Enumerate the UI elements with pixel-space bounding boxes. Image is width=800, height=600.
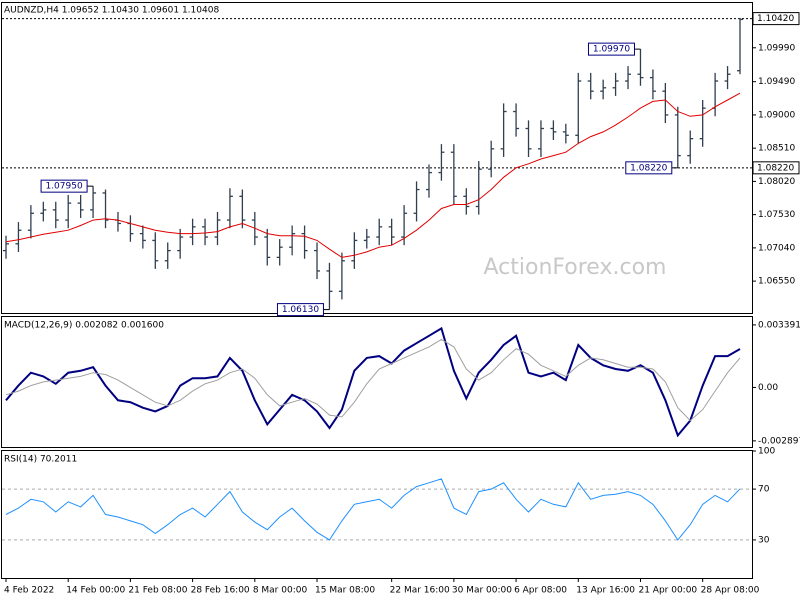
y-tick-label: 0.003391 xyxy=(758,320,800,330)
y-tick-label: 1.09990 xyxy=(758,43,795,53)
y-tick-label: 1.08020 xyxy=(758,177,795,187)
macd-title: MACD(12,26,9) 0.002082 0.001600 xyxy=(4,321,164,331)
y-tick-label: 1.06550 xyxy=(758,277,795,287)
y-tick-label: -0.002897 xyxy=(758,436,800,446)
annotation-label: 1.06130 xyxy=(282,305,319,315)
price-label-box xyxy=(752,161,800,175)
y-tick-label: 1.09490 xyxy=(758,77,795,87)
y-tick-label: 1.09000 xyxy=(758,110,795,120)
series-line xyxy=(5,478,741,541)
macd-panel xyxy=(1,316,753,448)
price-label-box xyxy=(752,12,800,26)
price-title: AUDNZD,H4 1.09652 1.10430 1.09601 1.1040… xyxy=(4,6,219,16)
x-tick-label: 21 Apr 00:00 xyxy=(638,586,697,596)
x-tick-label: 6 Apr 08:00 xyxy=(514,586,567,596)
price-label: 1.10420 xyxy=(757,14,794,24)
rsi-panel xyxy=(1,450,753,579)
y-tick-label: 30 xyxy=(758,535,770,545)
annotation-label: 1.08220 xyxy=(630,163,667,173)
series-line xyxy=(5,338,741,422)
annotation-box xyxy=(625,161,673,175)
y-tick-label: 70 xyxy=(758,485,770,495)
y-tick-label: 100 xyxy=(758,447,775,457)
x-tick-label: 22 Mar 16:00 xyxy=(390,586,450,596)
x-tick-label: 30 Mar 00:00 xyxy=(452,586,512,596)
annotation-box xyxy=(276,303,324,317)
rsi-title: RSI(14) 70.2011 xyxy=(4,455,77,465)
x-tick-label: 28 Feb 16:00 xyxy=(191,586,250,596)
x-tick-label: 14 Feb 00:00 xyxy=(66,586,125,596)
x-tick-label: 28 Apr 08:00 xyxy=(701,586,760,596)
plot-layer: 1.09990 1.09490 1.09000 1.08510 1.08020 1.075… xyxy=(2,12,800,596)
series-line xyxy=(5,92,741,258)
x-tick-label: 4 Feb 2022 xyxy=(4,586,54,596)
x-tick-label: 13 Apr 16:00 xyxy=(576,586,635,596)
annotation-label: 1.07950 xyxy=(45,182,82,192)
series-line xyxy=(5,326,741,438)
y-tick-label: 1.08510 xyxy=(758,144,795,154)
annotation-box xyxy=(40,179,88,193)
x-tick-label: 21 Feb 08:00 xyxy=(128,586,187,596)
y-tick-label: 1.07530 xyxy=(758,210,795,220)
annotation-label: 1.09970 xyxy=(593,45,630,55)
x-tick-label: 15 Mar 08:00 xyxy=(315,586,375,596)
y-tick-label: 0.00 xyxy=(758,383,778,393)
y-tick-label: 1.07040 xyxy=(758,243,795,253)
annotation-box xyxy=(587,42,635,56)
price-label: 1.08220 xyxy=(757,163,794,173)
x-tick-label: 8 Mar 00:00 xyxy=(253,586,308,596)
watermark: ActionForex.com xyxy=(484,255,667,280)
price-panel xyxy=(1,2,753,314)
